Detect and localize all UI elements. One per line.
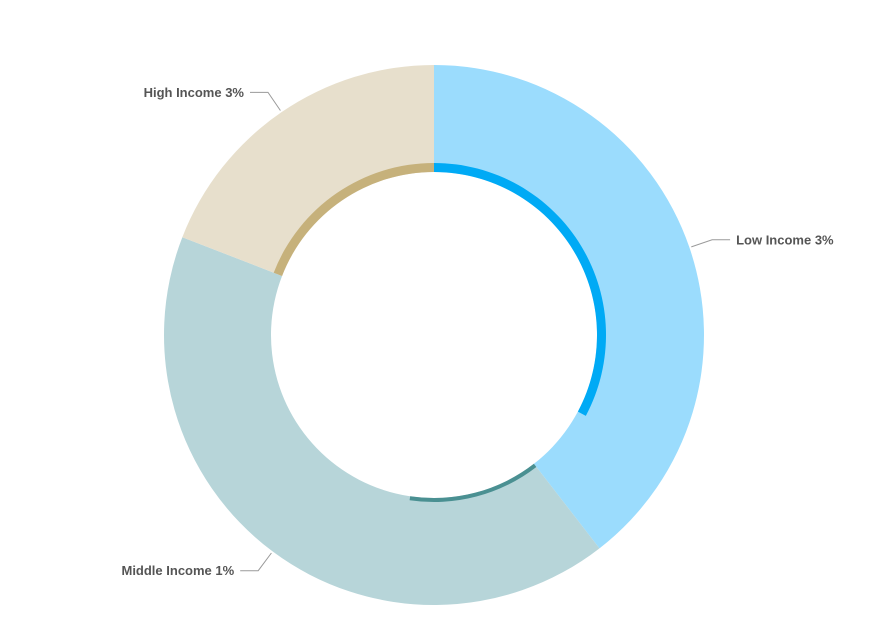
leader-line-low-income bbox=[691, 239, 731, 248]
slice-middle-income[interactable] bbox=[164, 237, 600, 605]
inner-ring-middle-income bbox=[409, 463, 537, 503]
slice-low-income[interactable] bbox=[434, 65, 704, 549]
slice-high-income[interactable] bbox=[182, 65, 434, 276]
leader-line-high-income bbox=[250, 91, 281, 111]
slice-label-low-income: Low Income 3% bbox=[736, 232, 834, 247]
inner-ring-low-income bbox=[434, 163, 607, 416]
slice-label-high-income: High Income 3% bbox=[144, 85, 245, 100]
leader-line-middle-income bbox=[240, 552, 272, 572]
slices-layer bbox=[164, 65, 704, 605]
inner-ring-high-income bbox=[273, 163, 434, 276]
leader-lines-layer bbox=[240, 91, 731, 572]
slice-labels-layer: Low Income 3% Middle Income 1% High Income… bbox=[121, 85, 834, 578]
slice-label-middle-income: Middle Income 1% bbox=[121, 563, 234, 578]
accent-ring-layer bbox=[273, 163, 607, 503]
